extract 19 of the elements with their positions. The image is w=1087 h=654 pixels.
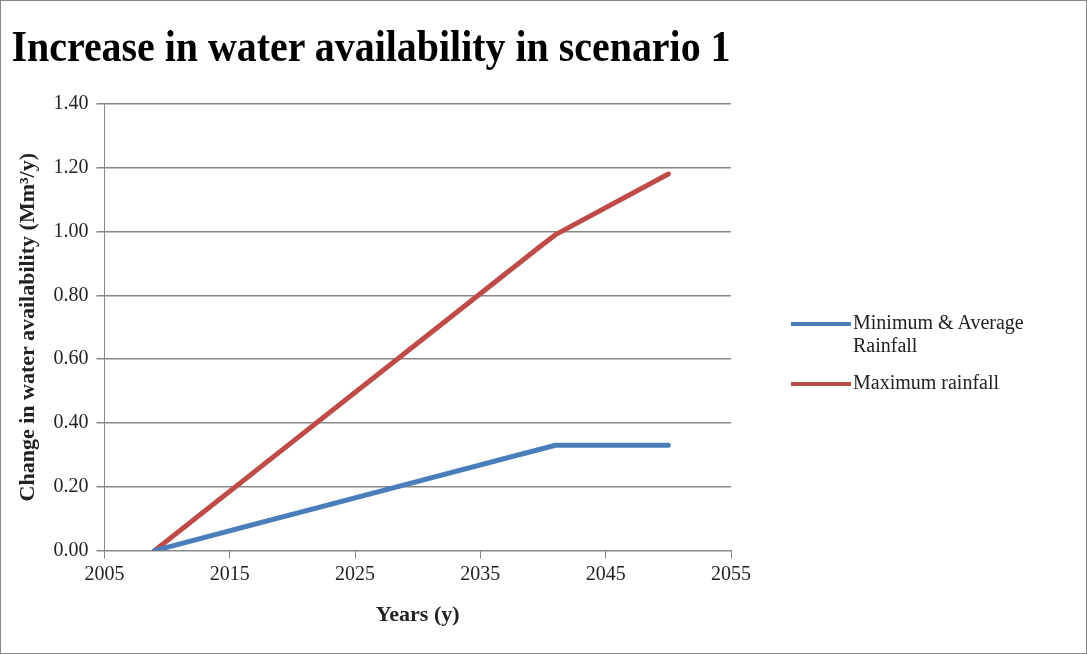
y-tick-label: 0.60	[53, 346, 89, 369]
y-tick-label: 0.20	[53, 474, 89, 497]
y-tick-label: 0.00	[53, 537, 89, 560]
legend-label: Minimum & Average Rainfall	[853, 311, 1025, 357]
chart-title: Increase in water availability in scenario 1	[11, 22, 731, 71]
y-tick-label: 1.20	[53, 154, 89, 177]
y-tick-label: 0.40	[53, 410, 89, 433]
y-tick-label: 1.00	[53, 218, 89, 241]
y-axis-title: Change in water availability (Mm³/y)	[13, 153, 39, 502]
x-tick-label: 2035	[460, 561, 501, 584]
x-tick-label: 2025	[335, 561, 376, 584]
x-tick-label: 2055	[711, 561, 751, 584]
x-tick-label: 2045	[585, 561, 626, 584]
y-tick-label: 1.40	[53, 91, 89, 114]
y-tick-label: 0.80	[53, 282, 89, 305]
x-axis-title: Years (y)	[375, 601, 460, 627]
x-tick-label: 2005	[84, 561, 125, 584]
legend-label: Maximum rainfall	[853, 371, 1000, 394]
x-tick-label: 2015	[209, 561, 250, 584]
